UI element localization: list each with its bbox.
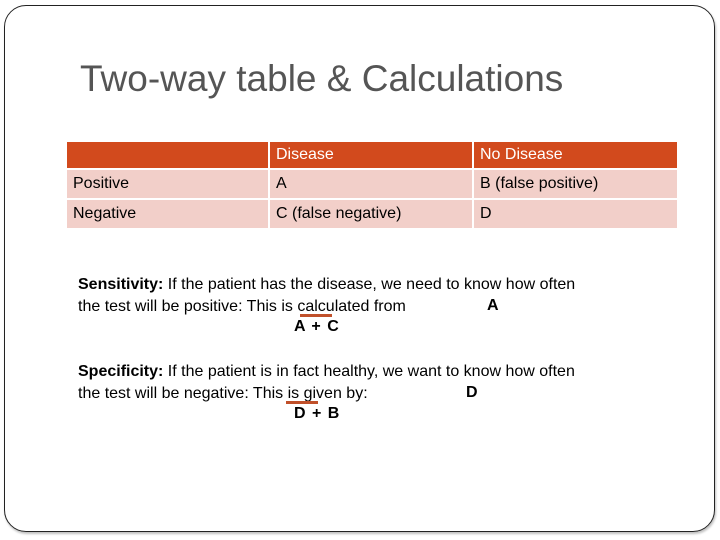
sensitivity-term: Sensitivity: bbox=[78, 276, 164, 293]
slide-title: Two-way table & Calculations bbox=[80, 58, 564, 99]
sensitivity-line-2: the test will be positive: This is calcu… bbox=[78, 298, 406, 315]
header-cell-no-disease: No Disease bbox=[472, 140, 679, 170]
table-header-row: Disease No Disease bbox=[65, 140, 679, 170]
row-label-positive: Positive bbox=[65, 168, 270, 200]
sensitivity-text-1: If the patient has the disease, we need … bbox=[163, 276, 576, 293]
table-row: Positive A B (false positive) bbox=[65, 168, 679, 200]
sensitivity-numerator: A bbox=[487, 297, 499, 314]
header-cell-blank bbox=[65, 140, 270, 170]
specificity-text-1: If the patient is in fact healthy, we wa… bbox=[163, 363, 575, 380]
specificity-line-2: the test will be negative: This is given… bbox=[78, 385, 368, 402]
sensitivity-fraction-bar bbox=[300, 314, 332, 317]
specificity-numerator: D bbox=[466, 384, 478, 401]
table-row: Negative C (false negative) D bbox=[65, 198, 679, 230]
sensitivity-denominator: A + C bbox=[294, 318, 340, 335]
two-way-table: Disease No Disease Positive A B (false p… bbox=[65, 140, 679, 230]
specificity-term: Specificity: bbox=[78, 363, 164, 380]
specificity-denominator: D + B bbox=[294, 405, 341, 422]
cell-negative-disease: C (false negative) bbox=[268, 198, 474, 230]
cell-positive-no-disease: B (false positive) bbox=[472, 168, 679, 200]
header-cell-disease: Disease bbox=[268, 140, 474, 170]
specificity-fraction-bar bbox=[286, 401, 318, 404]
sensitivity-line-1: Sensitivity: If the patient has the dise… bbox=[78, 274, 575, 296]
specificity-line-1: Specificity: If the patient is in fact h… bbox=[78, 361, 575, 383]
row-label-negative: Negative bbox=[65, 198, 270, 230]
cell-positive-disease: A bbox=[268, 168, 474, 200]
slide-frame bbox=[4, 5, 715, 532]
cell-negative-no-disease: D bbox=[472, 198, 679, 230]
